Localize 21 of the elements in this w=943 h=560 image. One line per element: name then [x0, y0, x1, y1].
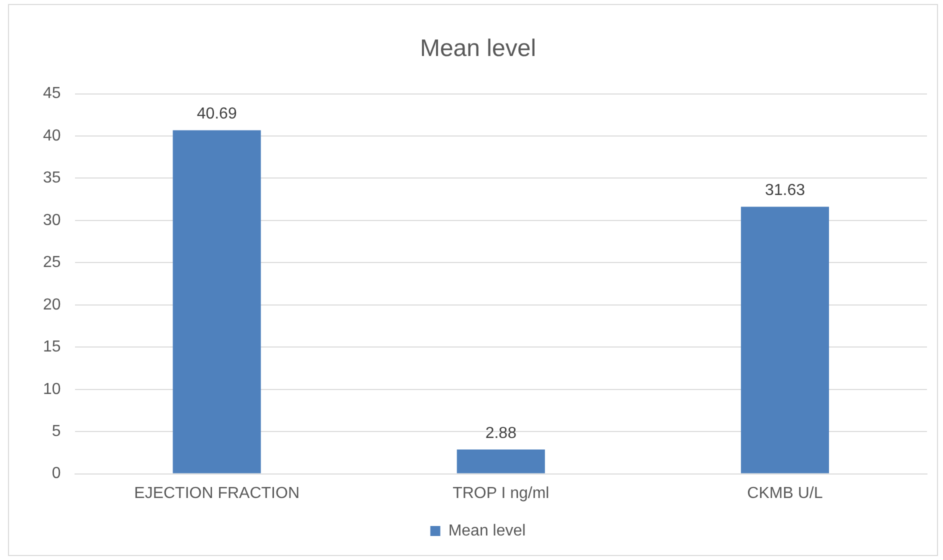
y-tick-label: 10 — [43, 380, 61, 398]
bar — [740, 206, 829, 474]
bar — [456, 449, 545, 474]
data-label: 2.88 — [485, 424, 517, 442]
data-label: 40.69 — [196, 106, 237, 123]
y-tick-label: 45 — [43, 85, 61, 102]
x-tick-label: CKMB U/L — [747, 484, 823, 502]
legend-label: Mean level — [448, 522, 526, 540]
chart-title: Mean level — [420, 35, 536, 62]
y-tick-label: 5 — [52, 422, 61, 440]
y-tick-label: 40 — [43, 127, 61, 144]
y-tick-label: 0 — [52, 465, 61, 482]
data-label: 31.63 — [764, 182, 806, 200]
y-tick-label: 20 — [43, 296, 61, 314]
y-tick-label: 25 — [43, 254, 61, 272]
x-tick-label: EJECTION FRACTION — [134, 484, 300, 502]
y-tick-label: 30 — [43, 212, 61, 229]
y-tick-label: 15 — [43, 338, 61, 356]
y-tick-label: 35 — [43, 170, 61, 187]
bar — [172, 130, 261, 474]
x-tick-label: TROP I ng/ml — [452, 484, 550, 502]
